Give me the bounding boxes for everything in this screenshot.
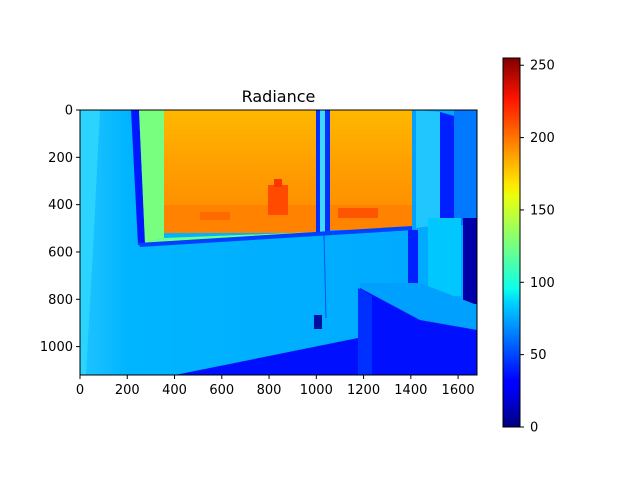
x-tick-label: 1600 xyxy=(442,383,475,398)
y-tick-label: 800 xyxy=(48,293,73,308)
outlet xyxy=(314,315,322,329)
left-wall-region xyxy=(80,110,100,375)
building-low xyxy=(200,212,230,220)
chart-title: Radiance xyxy=(242,87,316,106)
right-strip xyxy=(454,110,477,225)
plot-frame xyxy=(79,109,478,376)
desk-front xyxy=(358,288,372,375)
y-tick-label: 400 xyxy=(48,198,73,213)
outside-view-right xyxy=(330,110,412,220)
x-axis: 0 200 400 600 800 1000 1200 1400 1600 xyxy=(76,375,475,398)
colorbar-tick-label: 50 xyxy=(530,348,547,363)
y-tick-label: 1000 xyxy=(40,340,73,355)
corner-dark xyxy=(440,112,454,230)
x-tick-label: 1200 xyxy=(347,383,380,398)
colorbar: 0 50 100 150 200 250 xyxy=(502,57,555,436)
desk-top xyxy=(360,283,477,330)
x-tick-label: 600 xyxy=(209,383,234,398)
x-tick-label: 200 xyxy=(115,383,140,398)
window-frame-left xyxy=(131,110,145,245)
building-right xyxy=(338,208,378,218)
floor-dark xyxy=(175,338,358,375)
monitor-edge xyxy=(408,230,418,290)
building-cap xyxy=(274,179,282,187)
y-tick-label: 200 xyxy=(48,151,73,166)
right-wall-region xyxy=(416,110,440,228)
window-frame-bottom xyxy=(138,226,414,247)
window-mullion-highlight xyxy=(320,110,325,235)
desk-body xyxy=(360,288,477,375)
x-tick-label: 1400 xyxy=(394,383,427,398)
x-tick-label: 800 xyxy=(257,383,282,398)
cable xyxy=(323,234,327,319)
city-band-left xyxy=(164,205,316,233)
x-tick-label: 1000 xyxy=(300,383,333,398)
monitor xyxy=(463,218,477,304)
y-axis: 0 200 400 600 800 1000 xyxy=(40,104,80,355)
x-tick-label: 0 xyxy=(76,383,84,398)
colorbar-frame xyxy=(502,57,521,428)
colorbar-ticks: 0 50 100 150 200 250 xyxy=(520,59,555,436)
colorbar-tick-label: 150 xyxy=(530,203,555,218)
y-tick-label: 600 xyxy=(48,245,73,260)
colorbar-tick-label: 200 xyxy=(530,131,555,146)
outside-view xyxy=(164,110,316,220)
colorbar-tick-label: 250 xyxy=(530,59,555,74)
colorbar-tick-label: 100 xyxy=(530,276,555,291)
window-reveal-left xyxy=(139,110,164,243)
monitor-front xyxy=(428,218,461,296)
x-tick-label: 400 xyxy=(162,383,187,398)
heatmap-image xyxy=(80,110,477,375)
colorbar-fill xyxy=(503,58,520,427)
building-tower xyxy=(268,185,288,215)
y-tick-label: 0 xyxy=(65,104,73,119)
window-frame-right xyxy=(412,110,416,230)
colorbar-tick-label: 0 xyxy=(530,421,538,436)
